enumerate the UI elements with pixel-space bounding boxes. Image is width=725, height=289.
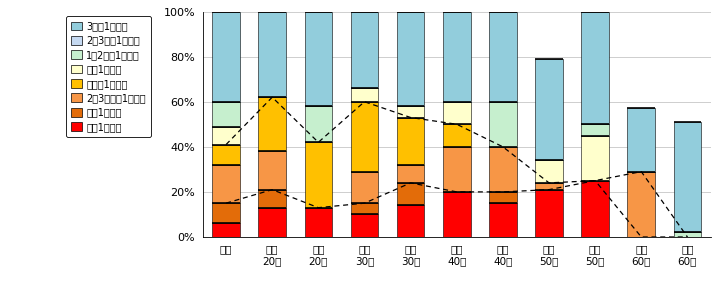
Bar (627, 108, 655, 172)
Bar (443, 192, 471, 237)
Bar (581, 12, 609, 124)
Bar (443, 147, 471, 192)
Bar (489, 147, 517, 192)
Bar (351, 102, 378, 172)
Bar (581, 181, 609, 237)
Bar (581, 124, 609, 136)
Bar (627, 172, 655, 237)
Bar (443, 102, 471, 124)
Bar (351, 214, 378, 237)
Bar (443, 124, 471, 147)
Bar (674, 122, 701, 232)
Bar (535, 183, 563, 190)
Bar (489, 192, 517, 203)
Bar (212, 127, 240, 144)
Bar (304, 106, 332, 142)
Bar (258, 190, 286, 208)
Bar (443, 12, 471, 102)
Bar (212, 223, 240, 237)
Bar (258, 151, 286, 190)
Bar (535, 190, 563, 237)
Bar (397, 12, 424, 106)
Bar (258, 12, 286, 97)
Bar (212, 102, 240, 127)
Bar (304, 208, 332, 237)
Bar (489, 102, 517, 147)
Bar (397, 205, 424, 237)
Bar (351, 203, 378, 214)
Bar (304, 12, 332, 106)
Bar (674, 232, 701, 237)
Bar (581, 136, 609, 181)
Bar (212, 165, 240, 203)
Bar (258, 208, 286, 237)
Bar (397, 118, 424, 165)
Bar (397, 183, 424, 205)
Bar (535, 160, 563, 183)
Bar (258, 97, 286, 151)
Bar (397, 106, 424, 118)
Bar (535, 59, 563, 160)
Bar (351, 88, 378, 102)
Bar (351, 172, 378, 203)
Bar (489, 12, 517, 102)
Bar (304, 142, 332, 208)
Bar (212, 12, 240, 102)
Bar (489, 203, 517, 237)
Bar (351, 12, 378, 88)
Bar (212, 144, 240, 165)
Bar (212, 203, 240, 223)
Legend: 3年に1回未満, 2～3年に1回程度, 1～2年に1回程度, 年に1回程度, 半年に1回程度, 2～3カ月に1回程度, 月に1回程度, 週に1回程度: 3年に1回未満, 2～3年に1回程度, 1～2年に1回程度, 年に1回程度, 半… (66, 16, 151, 137)
Bar (397, 165, 424, 183)
